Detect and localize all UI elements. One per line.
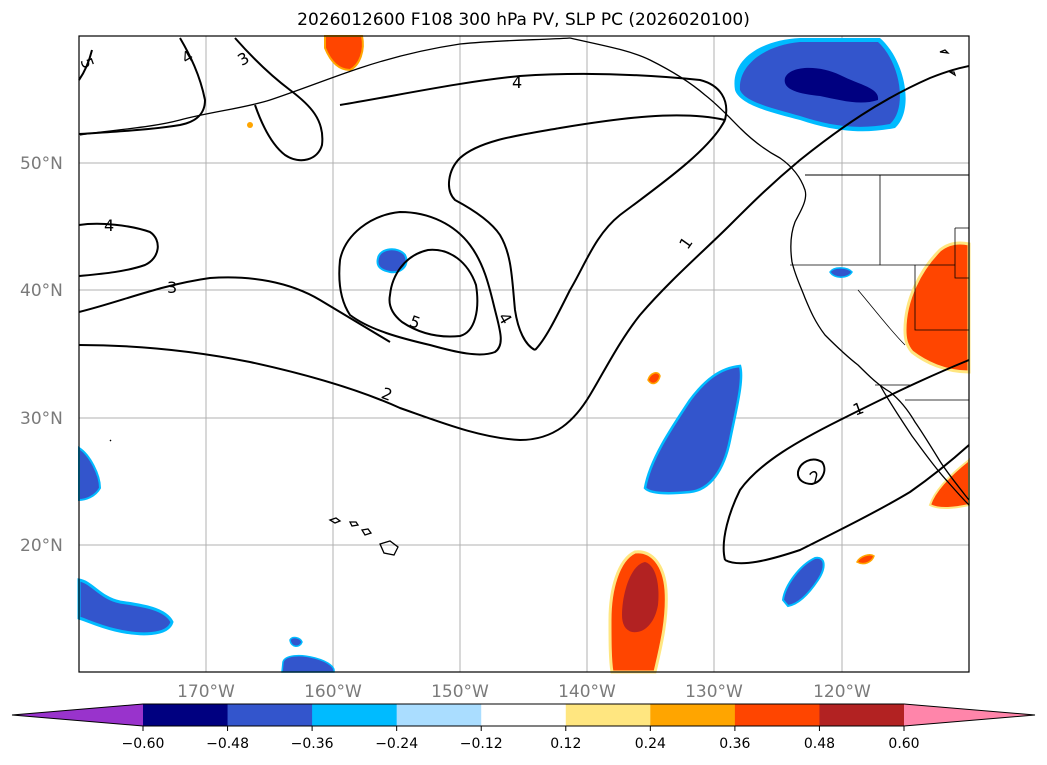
pv-negative-region <box>289 636 303 647</box>
colorbar <box>11 703 1036 727</box>
pv-negative-region <box>77 578 174 636</box>
pv-positive-region <box>647 372 661 385</box>
pv-negative-region <box>781 556 825 608</box>
colorbar-extend-max <box>904 704 1035 726</box>
contour-label: 3 <box>167 278 177 297</box>
colorbar-tick-label: 0.48 <box>804 736 835 752</box>
lat-label-40n: 40°N <box>20 281 63 301</box>
colorbar-segment <box>650 704 736 726</box>
pv-positive-region <box>622 562 659 633</box>
lat-label-20n: 20°N <box>20 536 63 556</box>
pv-positive-region <box>856 554 875 565</box>
lat-label-30n: 30°N <box>20 409 63 429</box>
pv-negative-region <box>643 364 743 495</box>
pv-positive-region <box>324 35 364 72</box>
lon-label-160w: 160°W <box>304 682 362 702</box>
colorbar-tick-label: 0.12 <box>550 736 581 752</box>
colorbar-segment <box>396 704 482 726</box>
colorbar-labels: −0.60 −0.48 −0.36 −0.24 −0.12 0.12 0.24 0.36 0.4… <box>122 726 920 752</box>
colorbar-segment <box>481 704 567 726</box>
colorbar-tick-label: −0.12 <box>460 736 503 752</box>
pv-negative-region <box>78 446 102 502</box>
colorbar-tick-label: 0.60 <box>888 736 919 752</box>
lat-labels: 50°N 40°N 30°N 20°N <box>20 154 63 556</box>
coastlines <box>79 37 970 556</box>
colorbar-segment <box>312 704 398 726</box>
colorbar-tick-label: 0.24 <box>635 736 666 752</box>
colorbar-segment <box>565 704 651 726</box>
slp-contours <box>78 37 970 565</box>
colorbar-tick-label: −0.60 <box>122 736 165 752</box>
pv-negative-region <box>376 248 408 274</box>
colorbar-segment <box>819 704 905 726</box>
lat-label-50n: 50°N <box>20 154 63 174</box>
colorbar-segment <box>143 704 229 726</box>
plot-area <box>79 36 969 672</box>
colorbar-tick-label: 0.36 <box>719 736 750 752</box>
lon-label-170w: 170°W <box>177 682 235 702</box>
pv-negative-region <box>281 654 335 673</box>
contour-label: 4 <box>512 73 522 92</box>
lon-label-140w: 140°W <box>558 682 616 702</box>
lon-labels: 170°W 160°W 150°W 140°W 130°W 120°W <box>177 682 871 702</box>
lon-label-120w: 120°W <box>813 682 871 702</box>
lon-label-150w: 150°W <box>431 682 489 702</box>
colorbar-tick-label: −0.48 <box>206 736 249 752</box>
plot-frame <box>78 35 970 673</box>
pv-negative-region <box>784 67 879 103</box>
colorbar-tick-label: −0.36 <box>291 736 334 752</box>
colorbar-segment <box>227 704 313 726</box>
lon-label-130w: 130°W <box>685 682 743 702</box>
colorbar-tick-label: −0.24 <box>375 736 418 752</box>
gridlines <box>79 36 969 672</box>
contour-label: 4 <box>104 216 114 235</box>
pv-fill-regions <box>77 35 971 674</box>
colorbar-extend-min <box>12 704 143 726</box>
colorbar-segment <box>734 704 820 726</box>
map-title: 2026012600 F108 300 hPa PV, SLP PC (2026… <box>297 10 750 30</box>
pv-negative-region <box>829 267 853 278</box>
pv-positive-region <box>247 122 253 128</box>
